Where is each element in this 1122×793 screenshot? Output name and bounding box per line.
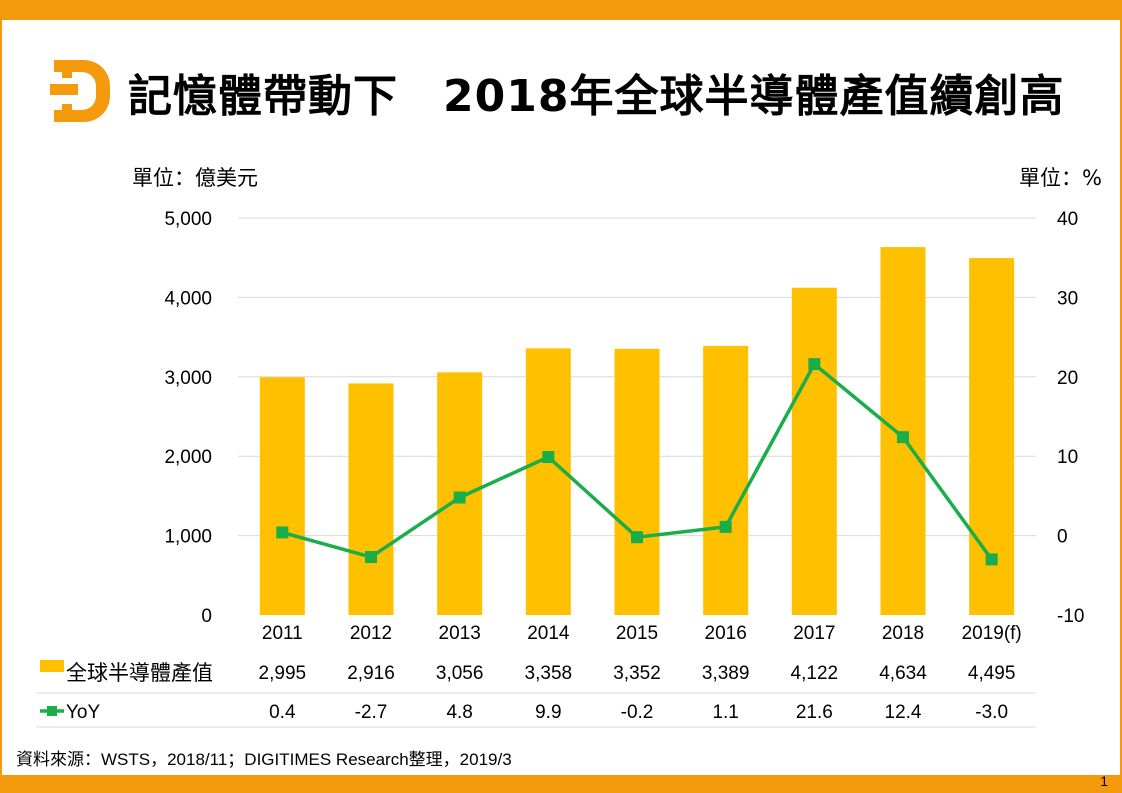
table-cell-value: 4,122 (791, 663, 839, 684)
bar-2015 (614, 348, 660, 615)
table-cell-value: 3,389 (702, 663, 750, 684)
y-left-tick-label: 2,000 (164, 447, 212, 468)
y-right-tick-label: 30 (1057, 288, 1078, 309)
bar-2011 (259, 377, 305, 615)
legend-line-label: YoY (66, 702, 100, 723)
x-tick-label: 2017 (793, 623, 835, 644)
yoy-point-2018 (897, 431, 909, 444)
bar-2014 (525, 348, 571, 615)
x-tick-label: 2019(f) (962, 623, 1022, 644)
y-left-tick-label: 5,000 (164, 209, 212, 230)
y-left-tick-label: 4,000 (164, 288, 212, 309)
table-cell-yoy: 4.8 (446, 702, 472, 723)
table-cell-value: 4,634 (879, 663, 927, 684)
right-axis-unit: 單位：% (1019, 166, 1102, 190)
left-border (0, 20, 2, 775)
bottom-accent-bar (0, 775, 1122, 793)
x-tick-label: 2018 (882, 623, 924, 644)
bar-2017 (791, 287, 837, 615)
y-right-tick-label: 40 (1057, 209, 1078, 230)
table-cell-value: 3,352 (613, 663, 661, 684)
page-title: 記憶體帶動下 2018年全球半導體產值續創高 (128, 71, 1065, 122)
digitimes-logo-icon (50, 60, 110, 122)
legend-line-marker (47, 706, 57, 716)
table-cell-yoy: 1.1 (712, 702, 738, 723)
yoy-point-2017 (808, 358, 821, 371)
source-note: 資料來源：WSTS，2018/11；DIGITIMES Research整理，2… (16, 750, 512, 769)
x-tick-label: 2015 (616, 623, 658, 644)
x-tick-label: 2014 (527, 623, 570, 644)
left-axis-unit: 單位：億美元 (132, 166, 258, 190)
y-right-tick-label: 10 (1057, 447, 1078, 468)
page-number: 1 (1100, 773, 1108, 789)
table-cell-value: 2,995 (259, 663, 307, 684)
bar-2016 (703, 345, 749, 615)
table-cell-yoy: 21.6 (796, 702, 833, 723)
table-cell-value: 3,056 (436, 663, 484, 684)
top-accent-bar (0, 0, 1122, 20)
x-tick-label: 2012 (350, 623, 392, 644)
yoy-point-2011 (276, 526, 289, 539)
yoy-point-2012 (365, 551, 377, 564)
x-tick-label: 2011 (262, 623, 303, 644)
y-right-tick-label: -10 (1057, 606, 1084, 627)
table-cell-yoy: 12.4 (885, 702, 922, 723)
legend-bar-label: 全球半導體產值 (66, 661, 213, 685)
table-cell-value: 3,358 (525, 663, 573, 684)
yoy-point-2013 (453, 491, 466, 504)
table-cell-value: 4,495 (968, 663, 1016, 684)
table-cell-yoy: -0.2 (621, 702, 654, 723)
bar-2018 (880, 247, 926, 615)
y-left-tick-label: 1,000 (164, 527, 212, 548)
bar-2012 (348, 383, 394, 615)
y-left-tick-label: 3,000 (164, 368, 212, 389)
y-left-tick-label: 0 (201, 606, 212, 627)
table-cell-yoy: -2.7 (355, 702, 388, 723)
y-right-tick-label: 0 (1057, 527, 1068, 548)
x-tick-label: 2016 (705, 623, 747, 644)
yoy-point-2016 (719, 520, 732, 533)
right-border (1120, 20, 1122, 775)
table-cell-yoy: 0.4 (269, 702, 296, 723)
legend-bar-swatch (40, 660, 64, 672)
table-cell-yoy: -3.0 (975, 702, 1008, 723)
y-right-tick-label: 20 (1057, 368, 1078, 389)
x-tick-label: 2013 (439, 623, 481, 644)
table-cell-value: 2,916 (347, 663, 395, 684)
yoy-point-2015 (631, 531, 643, 544)
table-cell-yoy: 9.9 (535, 702, 561, 723)
yoy-point-2014 (542, 450, 555, 463)
yoy-point-2019(f) (985, 553, 998, 566)
